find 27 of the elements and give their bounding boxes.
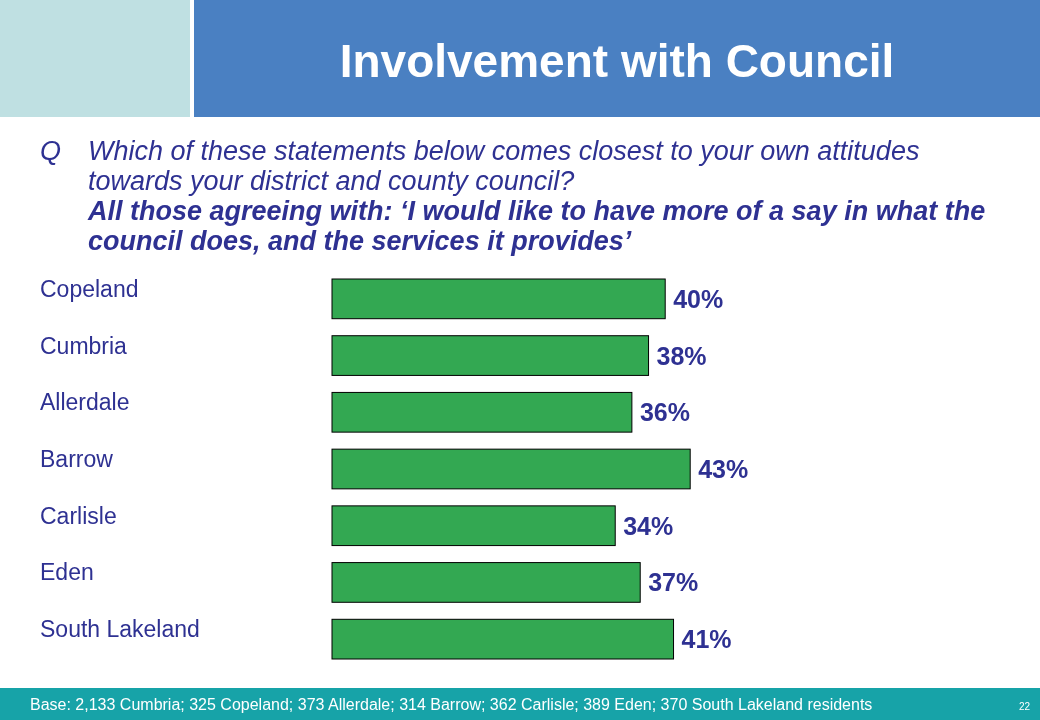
- text: All those agreeing with: ‘I would like to have more of a say in what the council does, and the services it provides’: [87, 196, 986, 256]
- bar: [331, 278, 666, 320]
- y-tick-label: Allerdale: [40, 389, 130, 416]
- chart-subtitle: Which of these statements below comes closest to your own attitudes towards your district and county council?: [88, 136, 920, 196]
- bar: [331, 448, 691, 490]
- bar: [331, 618, 675, 660]
- text: 22: [1018, 701, 1031, 712]
- data-label: 43%: [698, 455, 749, 483]
- y-tick-label: Cumbria: [40, 332, 128, 359]
- data-label: 37%: [648, 568, 699, 597]
- data-label: 40%: [673, 284, 724, 313]
- data-label: 38%: [656, 341, 707, 370]
- chart-title: Involvement with Council: [339, 35, 895, 87]
- y-tick-label: Carlisle: [40, 502, 117, 529]
- y-tick-label: Barrow: [40, 446, 114, 472]
- data-label: 34%: [623, 511, 674, 540]
- data-label: 41%: [681, 625, 732, 654]
- bar: [331, 335, 650, 376]
- y-tick-label: Eden: [40, 559, 94, 586]
- data-label: 36%: [639, 398, 690, 427]
- text: Q: [40, 136, 62, 166]
- bar: [331, 391, 633, 433]
- text: Base: 2,133 Cumbria; 325 Copeland; 373 Allerdale; 314 Barrow; 362 Carlisle; 389 Eden; 370 South Lakeland residents: [30, 696, 873, 713]
- y-tick-label: Copeland: [40, 275, 139, 302]
- bar: [331, 562, 641, 603]
- bar: [331, 505, 616, 547]
- y-tick-label: South Lakeland: [40, 616, 200, 643]
